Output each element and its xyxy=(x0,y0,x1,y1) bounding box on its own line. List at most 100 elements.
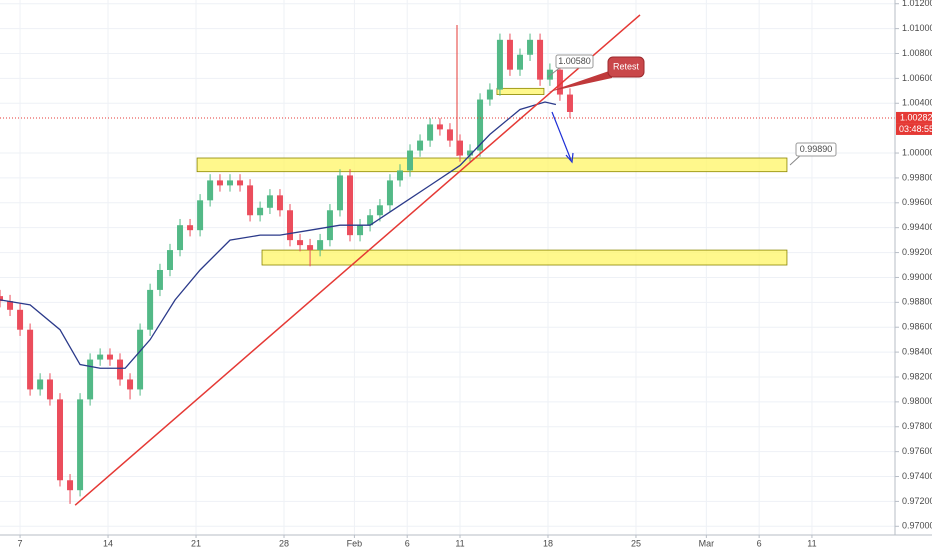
x-tick-label: Feb xyxy=(347,538,363,548)
callout-box xyxy=(795,142,837,157)
countdown-label: 03:48:55 xyxy=(899,124,932,134)
candle-body xyxy=(127,379,134,390)
y-tick-label: 0.97800 xyxy=(902,421,932,431)
y-tick-label: 1.01000 xyxy=(902,23,932,33)
candle-body xyxy=(287,210,294,241)
candle-body xyxy=(336,175,343,211)
axes: 0.97000 0.97200 0.97400 0.97600 0.97800 0.980… xyxy=(18,0,932,548)
retest-text: Retest xyxy=(613,61,640,71)
candle-body xyxy=(177,225,184,251)
y-tick-label: 0.99600 xyxy=(902,197,932,207)
candle-body xyxy=(347,175,354,236)
zone xyxy=(196,157,788,173)
candle-body xyxy=(37,379,44,390)
candle-body xyxy=(67,480,74,491)
candle-body xyxy=(106,354,113,360)
y-tick-label: 0.97600 xyxy=(902,446,932,456)
candle-body xyxy=(257,207,264,216)
candle-body xyxy=(27,329,34,390)
candle-body xyxy=(87,359,94,400)
y-tick-label: 0.99400 xyxy=(902,222,932,232)
x-tick-label: 11 xyxy=(807,538,816,548)
candle-body xyxy=(407,150,414,171)
candle-body xyxy=(486,89,493,100)
candle-body xyxy=(247,185,254,216)
grid xyxy=(0,0,895,535)
candle-body xyxy=(17,309,24,330)
candle-body xyxy=(197,200,204,231)
candle-body xyxy=(496,39,503,90)
candle-body xyxy=(427,124,434,141)
candle-body xyxy=(117,359,124,380)
candle-body xyxy=(566,94,573,112)
y-tick-label: 0.97200 xyxy=(902,496,932,506)
zones xyxy=(196,87,788,266)
x-tick-label: 7 xyxy=(18,538,23,548)
x-tick-label: 18 xyxy=(543,538,553,548)
candle-body xyxy=(166,250,173,270)
candle-body xyxy=(156,269,163,290)
candle-body xyxy=(506,39,513,70)
candle-body xyxy=(297,240,304,246)
candle-body xyxy=(357,225,364,236)
annotations: 1.00580 0.99890 Retest xyxy=(547,54,837,166)
candle-body xyxy=(376,205,383,216)
candle-body xyxy=(317,240,324,251)
last-price-tag xyxy=(896,111,932,124)
overlays xyxy=(0,14,895,506)
y-tick-label: 1.00400 xyxy=(902,98,932,108)
callout-text: 1.00580 xyxy=(558,56,591,66)
candle-body xyxy=(207,180,214,201)
candles xyxy=(0,33,573,504)
candle-body xyxy=(0,296,3,302)
y-tick-label: 0.98200 xyxy=(902,371,932,381)
candle-body xyxy=(556,69,563,95)
callout-text: 0.99890 xyxy=(800,144,833,154)
moving-average xyxy=(0,101,557,369)
x-tick-label: 6 xyxy=(757,538,762,548)
candle-body xyxy=(467,150,474,156)
candle-body xyxy=(226,180,233,186)
x-tick-label: 11 xyxy=(455,538,464,548)
y-tick-label: 0.98000 xyxy=(902,396,932,406)
candle-body xyxy=(46,379,53,400)
last-price-label: 1.00282 xyxy=(900,112,932,122)
candle-body xyxy=(546,69,553,80)
y-tick-label: 0.99200 xyxy=(902,247,932,257)
candle-body xyxy=(446,129,453,141)
callout-box xyxy=(555,54,594,69)
candle-body xyxy=(417,140,424,151)
candle-body xyxy=(216,180,223,186)
candle-body xyxy=(57,399,64,481)
candle-body xyxy=(77,399,84,491)
y-tick-label: 0.97000 xyxy=(902,521,932,531)
y-tick-label: 1.00800 xyxy=(902,48,932,58)
y-tick-label: 0.98600 xyxy=(902,322,932,332)
x-tick-label: 14 xyxy=(103,538,113,548)
candle-body xyxy=(97,354,104,360)
x-tick-label: Mar xyxy=(699,538,715,548)
y-tick-label: 0.99800 xyxy=(902,172,932,182)
countdown-tag xyxy=(896,123,932,135)
x-tick-label: 21 xyxy=(191,538,201,548)
x-tick-label: 6 xyxy=(405,538,410,548)
candle-body xyxy=(396,170,403,181)
y-tick-label: 0.97400 xyxy=(902,471,932,481)
y-tick-label: 0.99000 xyxy=(902,272,932,282)
retest-bubble xyxy=(607,56,645,78)
y-tick-label: 0.98800 xyxy=(902,297,932,307)
y-tick-label: 1.00600 xyxy=(902,73,932,83)
candle-body xyxy=(527,39,534,55)
candle-body xyxy=(7,301,14,310)
zone xyxy=(261,249,788,266)
candle-body xyxy=(326,210,333,241)
bubble-tail xyxy=(548,70,612,92)
y-tick-label: 0.98400 xyxy=(902,346,932,356)
candle-body xyxy=(137,329,144,390)
trendline xyxy=(74,14,641,506)
y-tick-label: 1.00000 xyxy=(902,147,932,157)
x-tick-label: 25 xyxy=(631,538,641,548)
candle-body xyxy=(436,124,443,130)
